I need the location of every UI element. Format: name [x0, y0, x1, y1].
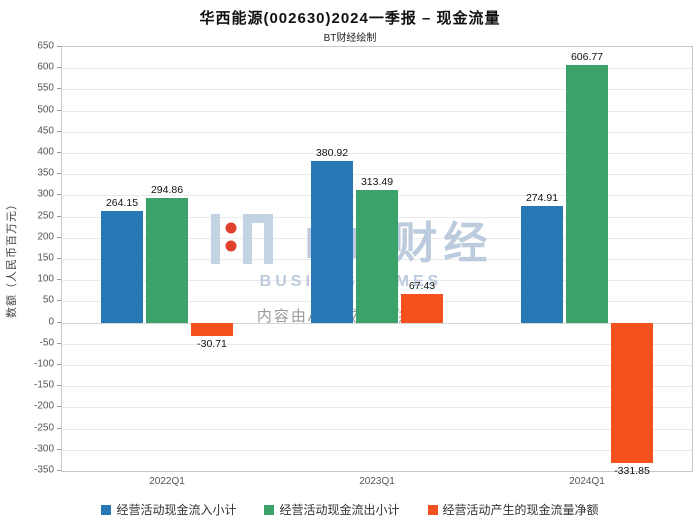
legend-label: 经营活动现金流出小计	[279, 503, 400, 517]
bar-value-label: 606.77	[570, 51, 604, 64]
zero-gridline	[62, 322, 692, 324]
bar-value-label: 264.15	[105, 196, 139, 209]
legend-label: 经营活动现金流入小计	[116, 503, 237, 517]
y-tick-label: 100	[37, 273, 54, 285]
y-tick-label: -200	[33, 400, 54, 412]
bar-2022Q1-series1	[101, 210, 143, 323]
y-tick-label: 250	[37, 210, 54, 222]
y-tick-mark	[57, 258, 61, 259]
gridline	[62, 407, 692, 409]
gridline	[62, 428, 692, 430]
x-tick-label: 2023Q1	[359, 476, 395, 487]
y-tick-mark	[57, 321, 61, 323]
legend: 经营活动现金流入小计 经营活动现金流出小计 经营活动产生的现金流量净额	[0, 501, 700, 518]
y-tick-label: 650	[37, 40, 54, 52]
y-tick-label: -150	[33, 379, 54, 391]
y-tick-mark	[57, 406, 61, 408]
y-tick-label: -50	[39, 337, 54, 349]
y-tick-mark	[57, 300, 61, 302]
y-tick-mark	[57, 46, 61, 47]
y-tick-mark	[57, 215, 61, 217]
y-tick-mark	[57, 385, 61, 387]
chart-title: 华西能源(002630)2024一季报 – 现金流量	[199, 10, 501, 27]
y-tick-mark	[57, 152, 61, 153]
y-tick-mark	[57, 130, 61, 132]
legend-swatch	[264, 504, 275, 515]
gridline	[62, 343, 692, 345]
legend-item: 经营活动现金流入小计	[101, 501, 236, 518]
y-tick-label: -300	[33, 443, 54, 455]
legend-swatch	[427, 504, 438, 515]
bar-value-label: 380.92	[315, 147, 349, 160]
gridline	[62, 365, 692, 366]
bar-value-label: -30.71	[197, 337, 227, 350]
legend-swatch	[101, 504, 112, 515]
y-tick-label: -250	[33, 422, 54, 434]
y-tick-mark	[57, 279, 61, 281]
y-tick-mark	[57, 173, 61, 175]
bar-2022Q1-series2	[146, 197, 188, 323]
y-tick-mark	[57, 194, 61, 196]
bar-2023Q1-series2	[356, 189, 398, 323]
legend-item: 经营活动现金流出小计	[264, 501, 400, 518]
bar-2023Q1-series3	[401, 294, 443, 323]
bar-2024Q1-series2	[566, 65, 608, 323]
y-tick-label: -350	[33, 464, 54, 476]
y-tick-mark	[57, 470, 61, 471]
y-tick-mark	[57, 342, 61, 344]
bar-2024Q1-series3	[611, 322, 653, 464]
gridline	[62, 68, 692, 70]
legend-item: 经营活动产生的现金流量净额	[427, 501, 599, 518]
y-tick-label: 50	[42, 294, 54, 306]
gridline	[62, 131, 692, 133]
bar-value-label: -331.85	[614, 465, 650, 478]
bar-value-label: 274.91	[525, 192, 559, 205]
x-tick-label: 2024Q1	[569, 476, 605, 487]
bar-value-label: 294.86	[150, 183, 184, 196]
gridline	[62, 89, 692, 91]
bar-2023Q1-series1	[311, 161, 353, 323]
y-tick-label: 200	[37, 231, 54, 243]
y-tick-label: 350	[37, 167, 54, 179]
bar-2024Q1-series1	[521, 206, 563, 323]
bar-2022Q1-series3	[191, 322, 233, 336]
y-tick-mark	[57, 236, 61, 238]
gridline	[62, 449, 692, 451]
x-axis-labels: 2022Q1 2023Q1 2024Q1	[62, 476, 692, 490]
bar-value-label: 67.43	[408, 280, 436, 292]
y-tick-label: 600	[37, 61, 54, 73]
y-axis-tick-marks	[57, 46, 61, 471]
y-tick-mark	[57, 364, 61, 365]
y-tick-label: 450	[37, 125, 54, 137]
y-tick-label: 150	[37, 252, 54, 264]
y-tick-label: 550	[37, 82, 54, 94]
y-tick-label: 0	[48, 316, 54, 328]
chart-subtitle: BT财经绘制	[323, 33, 377, 44]
x-tick-label: 2022Q1	[149, 476, 185, 487]
gridline	[62, 174, 692, 176]
plot-area: BT 财经 BUSINESSTIMES 内容由AI生成，仅供参考 264.152…	[61, 46, 693, 477]
y-tick-label: -100	[33, 358, 54, 370]
gridline	[62, 386, 692, 388]
y-tick-mark	[57, 448, 61, 450]
y-tick-mark	[57, 88, 61, 90]
y-axis-tick-labels: 650 600 550 500 450 400 350 300 250 200 150 100 50 0-…	[0, 41, 54, 476]
y-tick-mark	[57, 67, 61, 69]
legend-label: 经营活动产生的现金流量净额	[442, 503, 599, 517]
gridline	[62, 153, 692, 154]
y-tick-label: 500	[37, 104, 54, 116]
y-tick-mark	[57, 427, 61, 429]
y-tick-label: 300	[37, 188, 54, 200]
bt-logo-icon	[210, 214, 273, 264]
gridline	[62, 110, 692, 112]
bar-value-label: 313.49	[360, 175, 394, 188]
y-tick-mark	[57, 109, 61, 111]
y-tick-label: 400	[37, 146, 54, 158]
